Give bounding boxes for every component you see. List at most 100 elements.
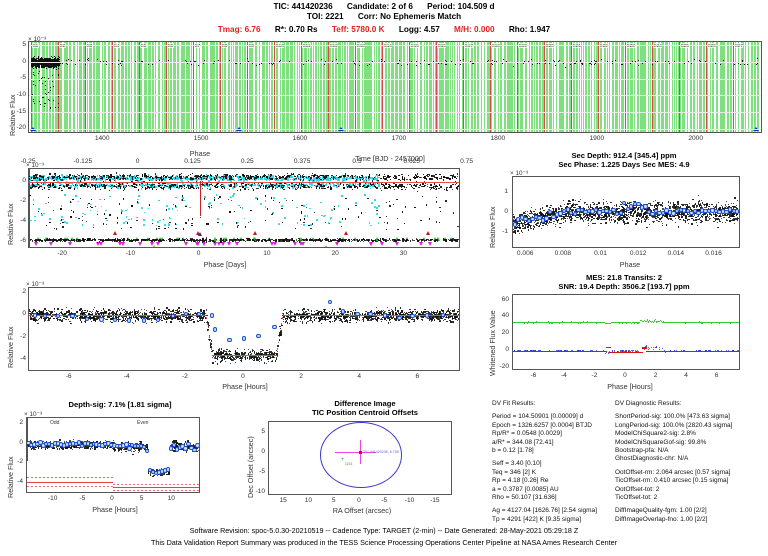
binned-point	[544, 216, 549, 221]
panel-diffimage-title-1: Difference Image	[240, 399, 490, 408]
panel-phase-xtick: 0	[185, 250, 213, 257]
period-value: Period: 104.509 d	[427, 2, 494, 11]
dv-fit-impact-param: b = 0.12 [1.78]	[492, 447, 597, 455]
binned-point	[186, 442, 191, 447]
binned-point	[368, 311, 373, 317]
binned-point	[636, 201, 641, 207]
panel-secondary-exponent: × 10⁻³	[510, 169, 528, 177]
panel-full-timeseries: Relative Flux × 10⁻³ S1S2S3S4S5S6S7S8S9S…	[0, 35, 768, 163]
panel-phase-top-xtick: -0.125	[67, 158, 99, 165]
panel-phase-top-xtick: 0.75	[451, 158, 483, 165]
binned-point	[42, 313, 48, 319]
binned-point	[424, 313, 430, 318]
panel-phase-xtick: 20	[321, 250, 349, 257]
panel-phase-top-xtick: 0.25	[231, 158, 263, 165]
neighbor-marker: +	[341, 457, 345, 463]
binned-point	[272, 324, 277, 329]
binned-point	[382, 313, 388, 318]
binned-point	[183, 446, 188, 451]
binned-point	[530, 216, 535, 221]
binned-point	[195, 443, 199, 448]
panel-oddeven-xtick: 0	[99, 495, 125, 502]
binned-point	[327, 299, 332, 305]
binned-point	[646, 209, 652, 215]
dv-fit-rp: Rp = 4.18 [0.26] Re	[492, 477, 597, 485]
binned-point	[340, 309, 345, 314]
panel-phase-top-xtick: -0.25	[12, 158, 44, 165]
panel-fold-ytick: -4	[8, 355, 26, 362]
panel-full-xtick: 1700	[385, 135, 413, 142]
binned-point	[622, 201, 627, 206]
panel-phase-xtick: 10	[253, 250, 281, 257]
panel-whitened-title-1: MES: 21.8 Transits: 2	[480, 273, 768, 282]
panel-fold-xtick: -4	[113, 373, 141, 380]
binned-point	[355, 311, 360, 317]
binned-point	[79, 443, 85, 449]
panel-oddeven-xlabel: Phase [Hours]	[60, 505, 170, 514]
panel-secondary-title-2: Sec Phase: 1.225 Days Sec MES: 4.9	[480, 160, 768, 169]
panel-diffimage-ytick: -10	[248, 488, 265, 495]
panel-diffimage-xtick: 15	[272, 497, 294, 504]
binned-point	[156, 317, 161, 323]
panel-full-ytick: -10	[8, 91, 26, 98]
dv-fit-heading: DV Fit Results:	[492, 400, 597, 408]
panel-fold-plot-area	[28, 287, 460, 371]
panel-whitened-xtick: 2	[642, 372, 670, 379]
panel-oddeven-title: Depth-sig: 7.1% [1.81 sigma]	[0, 400, 240, 409]
binned-point	[84, 316, 90, 322]
binned-point	[32, 313, 37, 318]
panel-phase-ytick: -2	[8, 197, 26, 204]
binned-point	[209, 313, 215, 318]
dv-fit-planet-temp: Tp = 4291 [422] K [9.35 sigma]	[492, 516, 597, 524]
binned-point	[168, 446, 174, 451]
binned-point	[99, 317, 104, 322]
panel-diffimage-ytick: -5	[248, 468, 265, 475]
panel-full-exponent: × 10⁻³	[28, 35, 46, 43]
ephemeris-corr: Corr: No Ephemeris Match	[358, 12, 461, 21]
panel-phase-xtick: -20	[48, 250, 76, 257]
panel-full-ytick: 0	[8, 58, 26, 65]
panel-fold-xtick: 2	[287, 373, 315, 380]
dv-diag-image-quality: DiffImageQuality-fgm: 1.00 [2/2]	[615, 507, 732, 515]
toi-id: TOI: 2221	[307, 12, 344, 21]
panel-fold-exponent: × 10⁻³	[26, 280, 44, 288]
panel-diffimage-xtick: -15	[424, 497, 446, 504]
footer-line-1: Software Revision: spoc-5.0.30-20210519 …	[0, 526, 768, 536]
binned-point	[618, 210, 623, 216]
panel-secondary-xtick: 0.012	[624, 250, 652, 257]
panel-secondary-ytick: 0	[494, 208, 508, 215]
binned-point	[55, 314, 61, 319]
panel-full-xtick: 1600	[286, 135, 314, 142]
binned-point	[593, 207, 599, 213]
binned-point	[76, 440, 82, 445]
panel-fold-ytick: -2	[8, 333, 26, 340]
panel-diffimage-xtick: 0	[348, 497, 370, 504]
panel-phase-ytick: -6	[8, 237, 26, 244]
binned-point	[513, 222, 517, 227]
panel-folded-transit: Relative Flux × 10⁻³ Phase [Hours] 2 0 -2-…	[0, 272, 470, 392]
binned-point	[241, 336, 247, 341]
header-line-2: TOI: 2221 Corr: No Ephemeris Match	[0, 12, 768, 22]
panel-phase-xtick: -10	[116, 250, 144, 257]
panel-full-xtick: 2000	[682, 135, 710, 142]
panel-secondary-plot-area	[512, 176, 740, 248]
panel-whitened-ytick: 40	[492, 312, 509, 319]
panel-secondary-xtick: 0.006	[511, 250, 539, 257]
binned-point	[643, 204, 648, 209]
panel-phase-xlabel: Phase [Days]	[160, 260, 290, 269]
panel-full-xlabel: Time [BJD - 2457000]	[300, 154, 480, 163]
panel-oddeven-xtick: 5	[129, 495, 155, 502]
stellar-params: Tmag: 6.76 R*: 0.70 Rs Teff: 5780.0 K Lo…	[0, 25, 768, 35]
panel-whitened-xtick: -2	[580, 372, 608, 379]
header-line-1: TIC: 441420236 Candidate: 2 of 6 Period:…	[0, 2, 768, 12]
stellar-tmag: Tmag: 6.76	[218, 25, 261, 34]
binned-point	[170, 314, 175, 319]
panel-whitened-ytick: 20	[492, 329, 509, 336]
panel-fold-xtick: -6	[55, 373, 83, 380]
panel-whitened-xtick: -6	[519, 372, 547, 379]
target-marker	[358, 450, 362, 454]
binned-point	[256, 334, 261, 339]
dv-fit-epoch: Epoch = 1326.6257 [0.0004] BTJD	[492, 422, 597, 430]
dv-fit-results-block: DV Fit Results: Period = 104.50901 [0.00…	[492, 400, 597, 524]
binned-point	[144, 448, 150, 454]
